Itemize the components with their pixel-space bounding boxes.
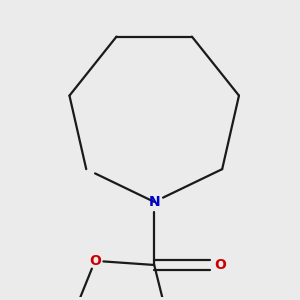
Text: N: N [148,195,160,209]
Text: O: O [89,254,101,268]
Text: O: O [214,258,226,272]
